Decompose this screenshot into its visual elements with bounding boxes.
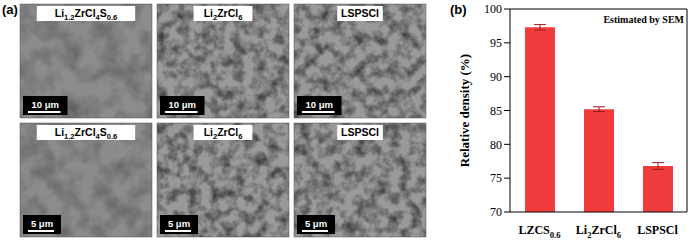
svg-text:Li1.2ZrCl4S0.6: Li1.2ZrCl4S0.6 <box>55 126 118 141</box>
svg-text:10 μm: 10 μm <box>169 99 196 110</box>
html-text:Estimated by SEM: Estimated by SEM <box>603 14 684 25</box>
svg-text:LSPSCl: LSPSCl <box>637 223 678 237</box>
svg-text:Relative density (%): Relative density (%) <box>457 54 472 167</box>
svg-text:10 μm: 10 μm <box>306 99 333 110</box>
svg-text:5 μm: 5 μm <box>305 218 327 229</box>
svg-text:Li2ZrCl6: Li2ZrCl6 <box>576 223 622 240</box>
svg-text:70: 70 <box>490 205 502 219</box>
svg-text:100: 100 <box>484 2 502 16</box>
html-text:(b): (b) <box>450 2 467 17</box>
svg-text:10 μm: 10 μm <box>32 99 59 110</box>
svg-text:Li2ZrCl6: Li2ZrCl6 <box>204 126 243 141</box>
svg-text:75: 75 <box>490 171 502 185</box>
svg-text:LSPSCl: LSPSCl <box>341 7 379 19</box>
svg-text:95: 95 <box>490 36 502 50</box>
svg-text:LSPSCl: LSPSCl <box>341 126 379 138</box>
svg-text:5 μm: 5 μm <box>31 218 53 229</box>
svg-text:80: 80 <box>490 138 502 152</box>
svg-text:5 μm: 5 μm <box>168 218 190 229</box>
svg-text:Li1.2ZrCl4S0.6: Li1.2ZrCl4S0.6 <box>55 7 118 22</box>
svg-text:85: 85 <box>490 104 502 118</box>
svg-text:LZCS0.6: LZCS0.6 <box>518 223 561 240</box>
svg-text:Li2ZrCl6: Li2ZrCl6 <box>204 7 243 22</box>
svg-text:90: 90 <box>490 70 502 84</box>
svg-text:(a): (a) <box>2 2 18 17</box>
